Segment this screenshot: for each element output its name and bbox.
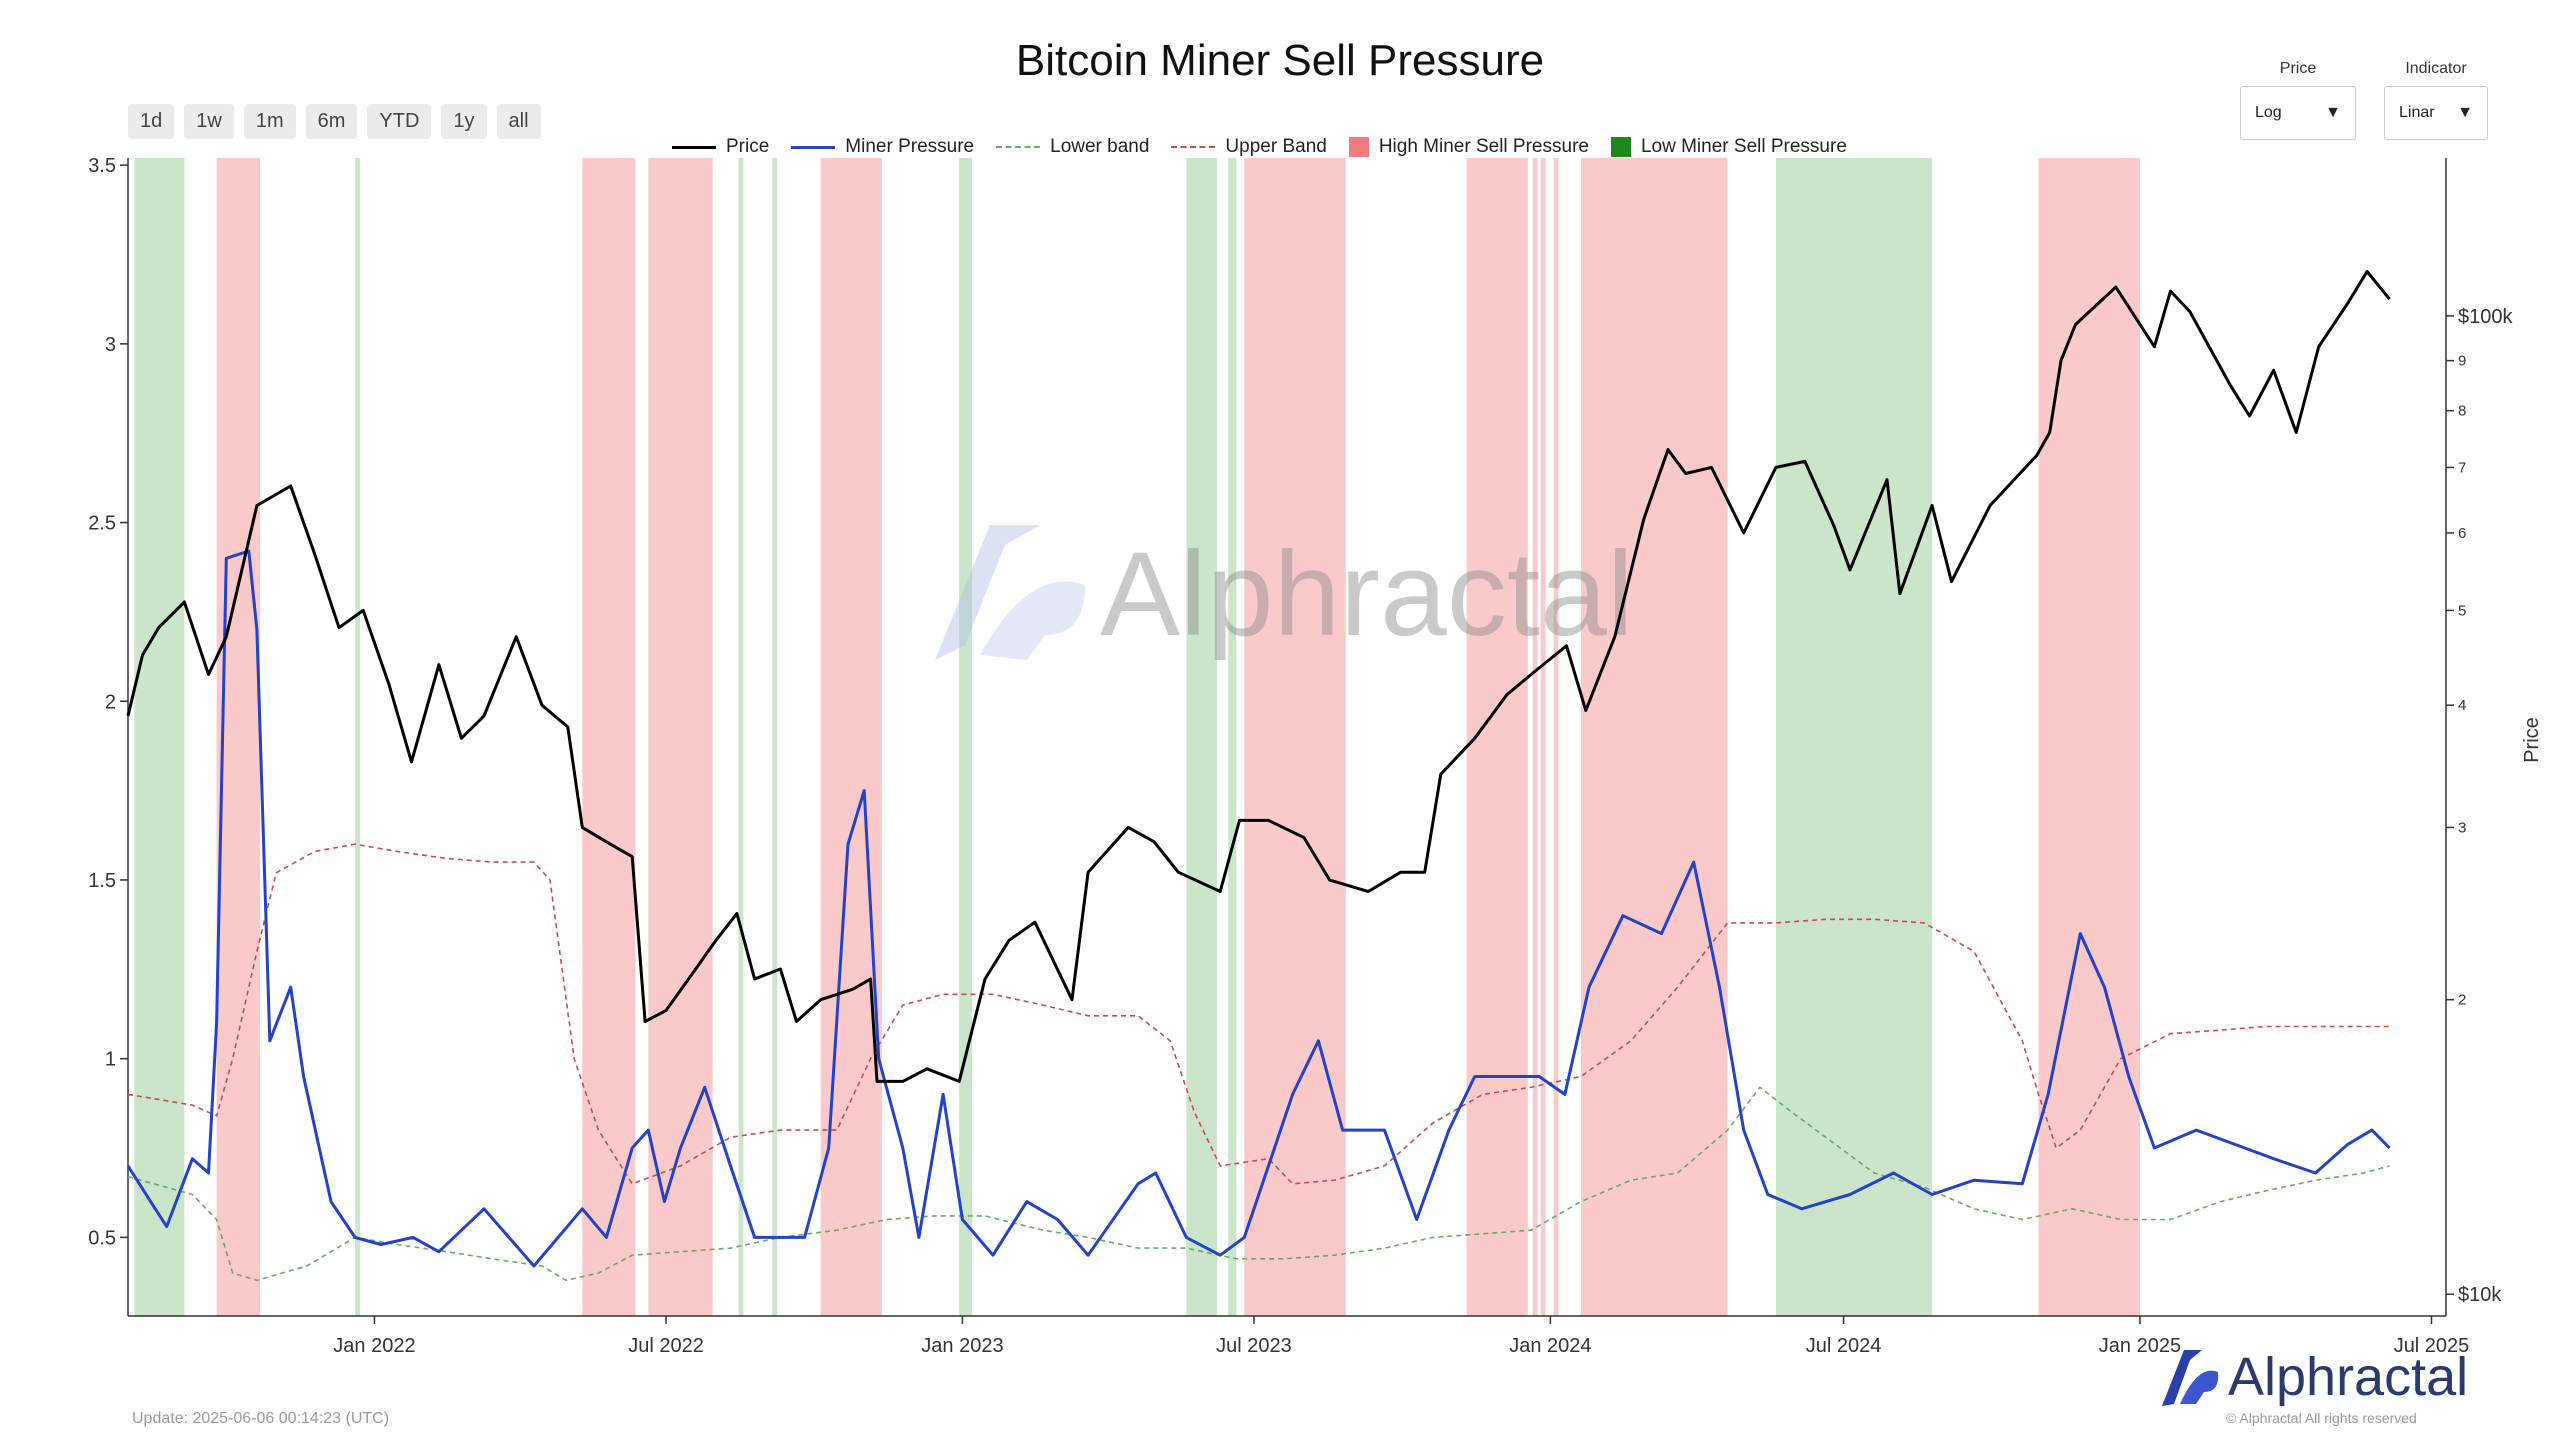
low-pressure-zone-9 (1186, 158, 1217, 1316)
right-tick-label-30000: 3 (2458, 819, 2466, 836)
price-scale-select[interactable]: Log ▼ (2240, 86, 2356, 140)
indicator-scale-select[interactable]: Linar ▼ (2384, 86, 2488, 140)
indicator-scale-label: Indicator (2405, 60, 2467, 77)
legend-swatch-price (672, 145, 716, 149)
legend-item-price[interactable]: Price (672, 136, 769, 158)
right-tick-label-60000: 6 (2458, 525, 2466, 542)
right-tick-label-70000: 7 (2458, 459, 2466, 476)
high-pressure-zone-16 (1580, 158, 1728, 1316)
high-pressure-zone-13 (1532, 158, 1538, 1316)
alphractal-logo-icon (2162, 1350, 2219, 1406)
high-pressure-zone-14 (1540, 158, 1546, 1316)
low-pressure-zone-10 (1228, 158, 1237, 1316)
high-pressure-zone-4 (648, 158, 713, 1316)
indicator-scale-value: Linar (2399, 104, 2435, 121)
x-tick-label-2022-07-01: Jul 2022 (628, 1335, 704, 1357)
legend-item-low-pressure[interactable]: Low Miner Sell Pressure (1610, 136, 1847, 158)
x-tick-label-2022-01-01: Jan 2022 (333, 1335, 415, 1357)
update-timestamp: Update: 2025-06-06 00:14:23 (UTC) (132, 1410, 390, 1427)
chart-legend: Price Miner Pressure Lower band Upper Ba… (672, 136, 1847, 158)
zones-layer (134, 158, 2140, 1316)
watermark-text: Alphractal (1100, 527, 1634, 661)
high-pressure-zone-11 (1244, 158, 1346, 1316)
series-layer (126, 270, 2391, 1282)
legend-item-high-pressure[interactable]: High Miner Sell Pressure (1348, 136, 1589, 158)
chart-title: Bitcoin Miner Sell Pressure (1015, 36, 1545, 85)
range-button-all[interactable]: all (496, 104, 541, 139)
lower-band-line (127, 1086, 2390, 1282)
copyright: © Alphractal All rights reserved (2226, 1410, 2417, 1426)
range-button-1y[interactable]: 1y (441, 104, 487, 139)
price-scale-value: Log (2255, 104, 2282, 121)
range-button-1m[interactable]: 1m (243, 104, 296, 139)
miner-pressure-line (126, 549, 2391, 1268)
low-pressure-zone-6 (772, 158, 778, 1316)
right-tick-label-40000: 4 (2458, 697, 2466, 714)
right-tick-label-90000: 9 (2458, 353, 2466, 370)
price-scale-label: Price (2279, 60, 2317, 77)
watermark-logo-shape (980, 581, 1085, 660)
left-tick-label-1.5: 1.5 (88, 870, 116, 892)
range-button-ytd[interactable]: YTD (367, 104, 432, 139)
legend-label-miner-pressure: Miner Pressure (845, 136, 975, 157)
chevron-down-icon: ▼ (2325, 104, 2341, 121)
watermark: Alphractal (935, 525, 1634, 661)
legend-label-upper-band: Upper Band (1225, 136, 1327, 157)
x-tick-label-2024-07-01: Jul 2024 (1806, 1335, 1882, 1357)
high-pressure-zone-3 (582, 158, 636, 1316)
range-button-1w[interactable]: 1w (184, 104, 234, 139)
x-tick-label-2025-07-01: Jul 2025 (2394, 1335, 2470, 1357)
low-pressure-zone-2 (355, 158, 360, 1316)
low-pressure-zone-17 (1775, 158, 1933, 1316)
left-tick-label-2.5: 2.5 (88, 513, 116, 535)
price-scale-control: Price Log ▼ (2240, 60, 2356, 140)
right-tick-label-20000: 2 (2458, 992, 2466, 1009)
x-tick-label-2023-01-01: Jan 2023 (921, 1335, 1003, 1357)
range-button-6m[interactable]: 6m (305, 104, 358, 139)
low-pressure-zone-0 (134, 158, 185, 1316)
indicator-scale-control: Indicator Linar ▼ (2384, 60, 2488, 140)
high-pressure-zone-18 (2038, 158, 2140, 1316)
legend-item-miner-pressure[interactable]: Miner Pressure (791, 136, 974, 158)
left-tick-label-0.5: 0.5 (88, 1227, 116, 1249)
legend-label-high-pressure: High Miner Sell Pressure (1378, 136, 1589, 157)
chevron-down-icon: ▼ (2457, 104, 2473, 121)
brand-name: Alphractal (2228, 1347, 2469, 1407)
left-tick-label-2: 2 (105, 691, 116, 713)
upper-band-line (127, 843, 2390, 1185)
legend-item-lower-band[interactable]: Lower band (996, 136, 1149, 158)
x-tick-label-2023-07-01: Jul 2023 (1216, 1335, 1292, 1357)
left-tick-label-3: 3 (105, 334, 116, 356)
legend-label-price: Price (726, 136, 770, 157)
watermark-logo-icon (935, 525, 1040, 660)
x-tick-label-2025-01-01: Jan 2025 (2099, 1335, 2181, 1357)
left-tick-label-1: 1 (105, 1049, 116, 1071)
right-tick-label-80000: 8 (2458, 403, 2466, 420)
legend-swatch-miner-pressure (791, 145, 836, 149)
low-pressure-zone-5 (738, 158, 744, 1316)
brand-logo: Alphractal (2160, 1346, 2468, 1408)
right-tick-label-100000: $100k (2458, 306, 2513, 328)
legend-swatch-upper-band (1171, 146, 1216, 148)
legend-item-upper-band[interactable]: Upper Band (1171, 136, 1327, 158)
range-selector: 1d 1w 1m 6m YTD 1y all (128, 104, 541, 139)
price-line (126, 270, 2391, 1083)
legend-label-lower-band: Lower band (1050, 136, 1150, 157)
low-pressure-zone-8 (959, 158, 973, 1316)
right-tick-label-50000: 5 (2458, 602, 2466, 619)
legend-swatch-lower-band (996, 146, 1041, 148)
right-axis-title: Price (2521, 717, 2543, 763)
legend-swatch-high-pressure (1348, 137, 1369, 157)
legend-swatch-low-pressure (1610, 137, 1631, 157)
left-tick-label-3.5: 3.5 (88, 155, 116, 177)
right-tick-label-10000: $10k (2458, 1284, 2502, 1306)
legend-label-low-pressure: Low Miner Sell Pressure (1640, 136, 1847, 157)
range-button-1d[interactable]: 1d (128, 104, 175, 139)
high-pressure-zone-15 (1553, 158, 1559, 1316)
axes-layer: 0.5 1 1.5 2 2.5 3 3.5 $10k 2 3 4 5 6 7 8 9 $100k Jan 2022… (88, 155, 2513, 1357)
x-tick-label-2024-01-01: Jan 2024 (1509, 1335, 1591, 1357)
